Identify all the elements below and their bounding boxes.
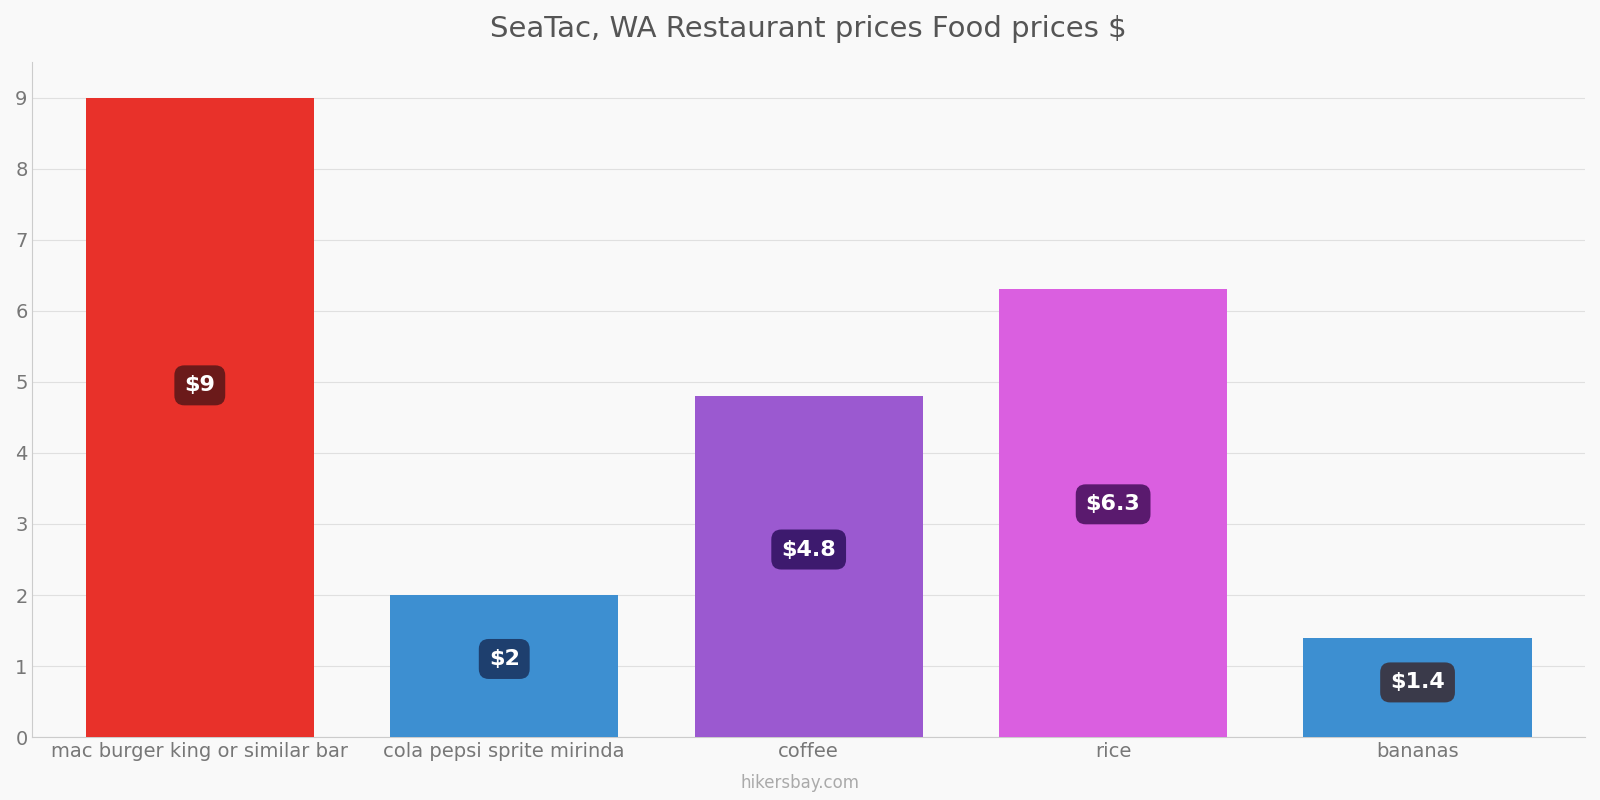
Text: $1.4: $1.4: [1390, 673, 1445, 693]
Bar: [998, 290, 1227, 737]
Bar: [694, 396, 923, 737]
Bar: [390, 595, 619, 737]
Text: $6.3: $6.3: [1086, 494, 1141, 514]
Text: hikersbay.com: hikersbay.com: [741, 774, 859, 792]
Text: $4.8: $4.8: [781, 539, 837, 559]
Text: $9: $9: [184, 375, 216, 395]
Bar: [86, 98, 314, 737]
Bar: [1304, 638, 1531, 737]
Title: SeaTac, WA Restaurant prices Food prices $: SeaTac, WA Restaurant prices Food prices…: [490, 15, 1126, 43]
Text: $2: $2: [490, 649, 520, 669]
